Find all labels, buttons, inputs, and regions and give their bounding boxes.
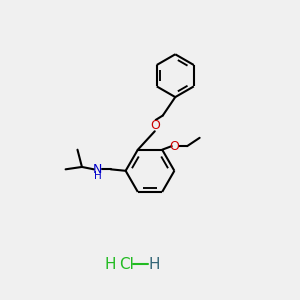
Text: O: O <box>150 119 160 132</box>
Text: H: H <box>94 171 102 181</box>
Text: O: O <box>170 140 180 153</box>
Text: H: H <box>104 257 116 272</box>
Text: H: H <box>149 257 160 272</box>
Text: N: N <box>93 163 102 176</box>
Text: Cl: Cl <box>119 257 134 272</box>
